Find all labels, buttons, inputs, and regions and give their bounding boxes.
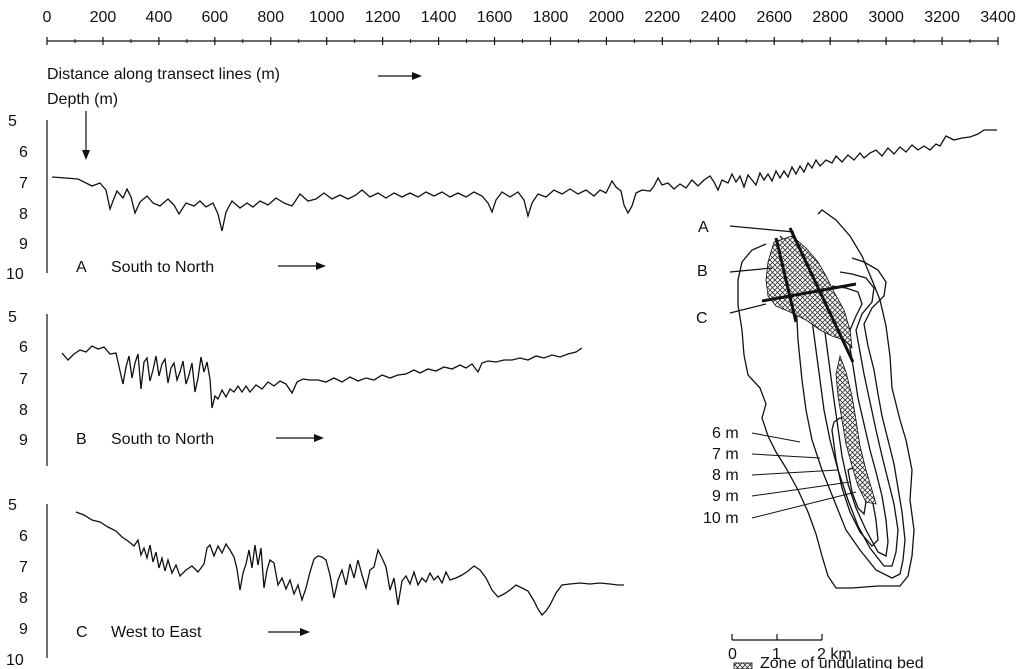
distance-tick-label: 1000 (309, 9, 345, 26)
depth-tick: 7 (19, 559, 28, 576)
distance-tick-label: 2400 (700, 9, 736, 26)
depth-tick: 8 (19, 590, 28, 607)
depth-tick: 10 (6, 652, 24, 669)
panel-b-id: B (76, 431, 87, 448)
panel-a-caption: South to North (111, 259, 214, 276)
distance-tick-label: 400 (146, 9, 173, 26)
panel-b-caption: South to North (111, 431, 214, 448)
distance-arrow-head (412, 72, 422, 80)
panel-b: 5 6 7 8 9 B South to North (8, 309, 583, 466)
panel-b-depth-ticks: 5 6 7 8 9 (8, 309, 28, 449)
map-label-a: A (698, 219, 709, 236)
distance-tick-label: 3200 (924, 9, 960, 26)
distance-tick-label: 1800 (533, 9, 569, 26)
depth-tick: 6 (19, 144, 28, 161)
transect-a-profile (51, 129, 997, 232)
distance-tick-label: 2000 (589, 9, 625, 26)
contour-7m (799, 259, 899, 567)
distance-axis-label: Distance along transect lines (m) (47, 66, 280, 83)
distance-tick-label: 2200 (645, 9, 681, 26)
contour-6m (779, 235, 906, 579)
scale-label-0: 0 (728, 646, 737, 663)
legend-swatch (733, 662, 753, 669)
distance-tick-label: 3400 (980, 9, 1016, 26)
distance-tick-label: 1200 (365, 9, 401, 26)
depth-tick: 6 (19, 528, 28, 545)
distance-tick-label: 200 (90, 9, 117, 26)
panel-a-id: A (76, 259, 87, 276)
leader-7m (751, 453, 821, 459)
distance-tick-label: 800 (257, 9, 284, 26)
distance-tick-label: 1400 (421, 9, 457, 26)
leader-9m (751, 481, 851, 497)
depth-tick: 5 (8, 113, 17, 130)
panel-c: 5 6 7 8 9 10 C West to East (6, 497, 624, 669)
scale-label-1: 1 (772, 646, 781, 663)
transect-b-line (774, 237, 798, 323)
contour-label-10m: 10 m (703, 510, 739, 527)
depth-tick: 8 (19, 402, 28, 419)
panel-a: 5 6 7 8 9 10 A South to North (6, 113, 997, 283)
map-scale-bar: 0 1 2 km (728, 634, 852, 663)
distance-tick-label: 600 (201, 9, 228, 26)
panel-c-depth-ticks: 5 6 7 8 9 10 (6, 497, 28, 669)
map-label-b: B (697, 263, 708, 280)
map-label-c: C (696, 310, 708, 327)
leader-10m (751, 491, 857, 519)
depth-tick: 5 (8, 497, 17, 514)
depth-arrow-head (82, 150, 90, 160)
contour-8m (815, 281, 889, 557)
distance-tick-label: 2600 (756, 9, 792, 26)
scale-label-2km: 2 km (817, 646, 852, 663)
distance-axis: 0 200 400 600 800 1000 1200 1400 1600 1800 2000 220… (43, 9, 1016, 83)
depth-tick: 8 (19, 206, 28, 223)
leader-6m (751, 432, 801, 443)
depth-tick: 9 (19, 621, 28, 638)
distance-tick-label: 0 (43, 9, 52, 26)
depth-tick: 9 (19, 236, 28, 253)
transect-a-leader (729, 225, 795, 233)
depth-tick: 10 (6, 266, 24, 283)
depth-axis-label: Depth (m) (47, 91, 118, 108)
distance-tick-label: 3000 (868, 9, 904, 26)
transect-c-line (761, 282, 857, 303)
contour-label-6m: 6 m (712, 425, 739, 442)
depth-tick: 5 (8, 309, 17, 326)
depth-tick: 7 (19, 371, 28, 388)
location-map: A B C 6 m 7 m 8 m 9 m 10 m 0 1 2 km Zone… (696, 209, 924, 669)
contour-label-9m: 9 m (712, 488, 739, 505)
panel-c-caption: West to East (111, 624, 202, 641)
panel-b-arrow-head (314, 434, 324, 442)
contour-label-8m: 8 m (712, 467, 739, 484)
undulating-bed-south (835, 354, 877, 505)
panel-c-arrow-head (300, 628, 310, 636)
transect-b-profile (61, 345, 583, 409)
lake-shoreline (737, 209, 915, 589)
transect-b-leader (729, 267, 773, 273)
panel-c-id: C (76, 624, 88, 641)
distance-tick-label: 2800 (812, 9, 848, 26)
depth-tick: 6 (19, 339, 28, 356)
depth-tick: 9 (19, 432, 28, 449)
transect-c-leader (729, 303, 767, 314)
distance-axis-ticks: 0 200 400 600 800 1000 1200 1400 1600 1800 2000 220… (43, 9, 1016, 45)
panel-a-arrow-head (316, 262, 326, 270)
panel-a-depth-ticks: 5 6 7 8 9 10 (6, 113, 28, 283)
contour-label-7m: 7 m (712, 446, 739, 463)
depth-tick: 7 (19, 175, 28, 192)
distance-tick-label: 1600 (477, 9, 513, 26)
transect-a-line (788, 227, 855, 363)
legend-label: Zone of undulating bed (760, 655, 924, 669)
leader-8m (751, 469, 839, 476)
transect-c-profile (75, 511, 624, 617)
